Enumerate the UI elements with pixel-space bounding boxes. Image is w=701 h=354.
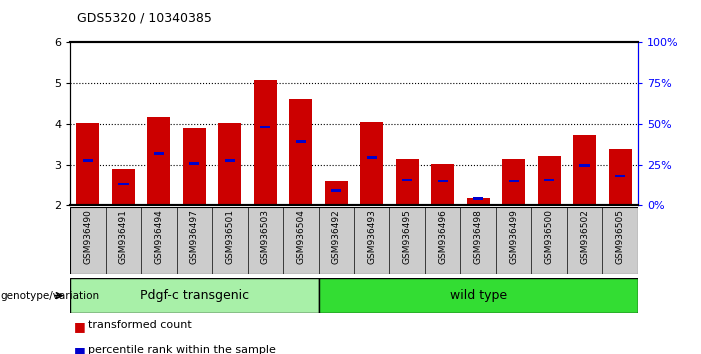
Text: percentile rank within the sample: percentile rank within the sample: [88, 345, 275, 354]
Text: GDS5320 / 10340385: GDS5320 / 10340385: [77, 12, 212, 25]
Bar: [573, 135, 597, 205]
Bar: [467, 198, 490, 205]
Bar: [254, 80, 277, 205]
Text: GSM936501: GSM936501: [225, 209, 234, 264]
Bar: [118, 183, 128, 185]
Text: ■: ■: [74, 320, 86, 333]
Bar: [402, 179, 412, 181]
Text: GSM936496: GSM936496: [438, 209, 447, 264]
Bar: [147, 116, 170, 205]
Bar: [580, 164, 590, 167]
Bar: [70, 278, 318, 313]
Bar: [290, 99, 313, 205]
Text: GSM936505: GSM936505: [615, 209, 625, 264]
Bar: [473, 197, 484, 200]
Bar: [437, 179, 448, 182]
Bar: [260, 126, 271, 129]
Bar: [431, 164, 454, 205]
Bar: [544, 179, 554, 181]
Bar: [183, 128, 206, 205]
Bar: [608, 149, 632, 205]
Bar: [224, 159, 235, 162]
Text: GSM936490: GSM936490: [83, 209, 93, 264]
Text: GSM936500: GSM936500: [545, 209, 554, 264]
Text: GSM936503: GSM936503: [261, 209, 270, 264]
Bar: [360, 122, 383, 205]
Bar: [367, 156, 377, 159]
Bar: [502, 159, 525, 205]
Bar: [76, 123, 100, 205]
Bar: [508, 179, 519, 182]
Text: GSM936493: GSM936493: [367, 209, 376, 264]
Text: GSM936491: GSM936491: [119, 209, 128, 264]
Text: GSM936495: GSM936495: [403, 209, 411, 264]
Bar: [83, 159, 93, 162]
Text: wild type: wild type: [449, 289, 507, 302]
Text: GSM936502: GSM936502: [580, 209, 589, 264]
Bar: [331, 189, 341, 192]
Bar: [615, 175, 625, 177]
Text: genotype/variation: genotype/variation: [0, 291, 99, 301]
Text: GSM936494: GSM936494: [154, 209, 163, 264]
Text: GSM936499: GSM936499: [509, 209, 518, 264]
Text: GSM936492: GSM936492: [332, 209, 341, 264]
Text: ■: ■: [74, 345, 86, 354]
Bar: [111, 169, 135, 205]
Bar: [218, 123, 241, 205]
Text: Pdgf-c transgenic: Pdgf-c transgenic: [139, 289, 249, 302]
Bar: [318, 278, 638, 313]
Bar: [296, 140, 306, 143]
Bar: [189, 162, 200, 165]
Text: GSM936498: GSM936498: [474, 209, 483, 264]
Text: transformed count: transformed count: [88, 320, 191, 330]
Bar: [538, 156, 561, 205]
Bar: [395, 159, 418, 205]
Text: GSM936504: GSM936504: [297, 209, 305, 264]
Bar: [325, 181, 348, 205]
Bar: [154, 152, 164, 155]
Text: GSM936497: GSM936497: [190, 209, 199, 264]
